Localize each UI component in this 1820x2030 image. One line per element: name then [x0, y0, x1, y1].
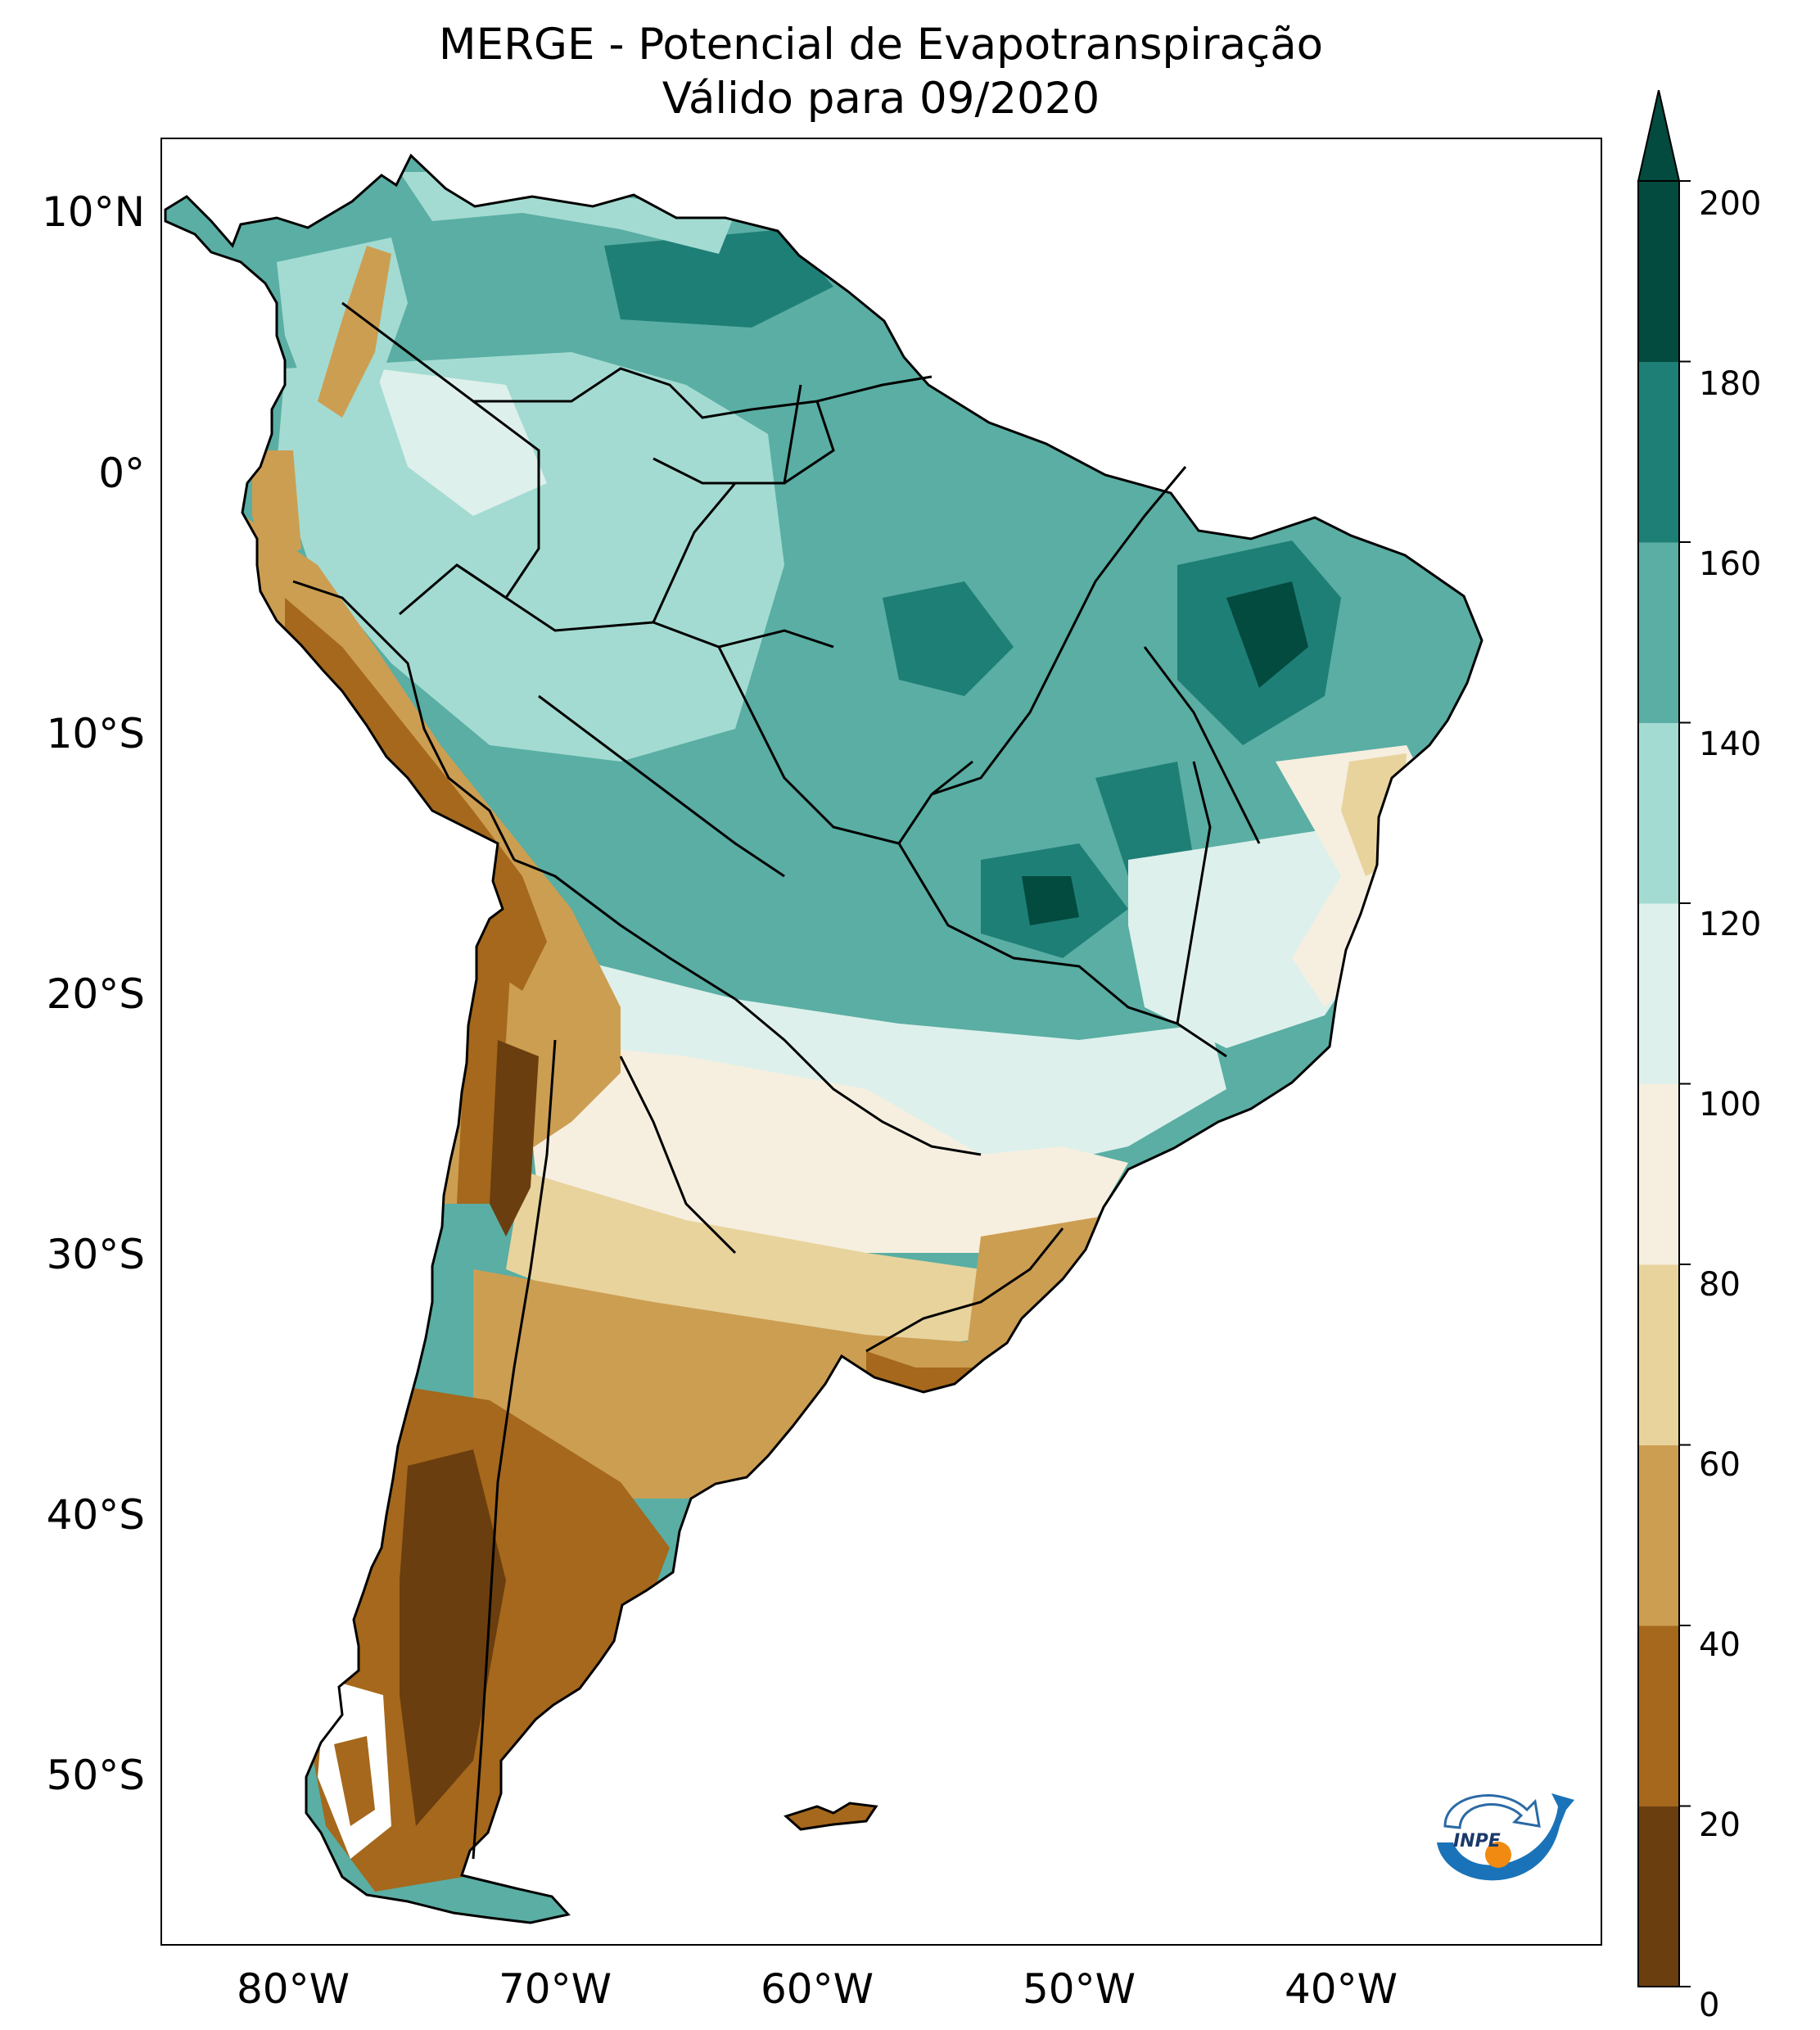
colorbar-label-20: 20 [1699, 1806, 1741, 1844]
lat-label-40s: 40°S [46, 1491, 145, 1539]
map-title: MERGE - Potencial de Evapotranspiração [438, 20, 1324, 70]
lat-label-50s: 50°S [46, 1752, 145, 1799]
colorbar-label-60: 60 [1699, 1446, 1741, 1484]
lon-label-40w: 40°W [1284, 1965, 1398, 2013]
colorbar-segment [1638, 1625, 1679, 1806]
lon-label-60w: 60°W [760, 1965, 874, 2013]
country-borders [292, 301, 1261, 1860]
colorbar [1637, 90, 1691, 1987]
colorbar-label-180: 180 [1699, 365, 1762, 403]
evapotranspiration-field [165, 156, 1482, 1923]
lat-label-10s: 10°S [46, 710, 145, 757]
colorbar-segment [1638, 1083, 1679, 1265]
colorbar-segment [1638, 1806, 1679, 1987]
colorbar-label-120: 120 [1699, 906, 1762, 943]
colorbar-segment [1638, 1264, 1679, 1445]
lon-label-70w: 70°W [498, 1965, 612, 2013]
logo-text: INPE [1453, 1831, 1501, 1851]
colorbar-segment [1638, 903, 1679, 1084]
colorbar-label-0: 0 [1699, 1987, 1720, 2024]
map-subtitle: Válido para 09/2020 [662, 74, 1100, 124]
colorbar-segment [1638, 542, 1679, 723]
colorbar-label-140: 140 [1699, 726, 1762, 763]
colorbar-segment [1638, 181, 1679, 362]
lon-label-50w: 50°W [1022, 1965, 1136, 2013]
colorbar-label-100: 100 [1699, 1086, 1762, 1124]
falkland-islands [784, 1802, 878, 1831]
colorbar-segments [1638, 181, 1679, 1987]
lon-label-80w: 80°W [236, 1965, 350, 2013]
colorbar-label-160: 160 [1699, 545, 1762, 583]
colorbar-label-40: 40 [1699, 1626, 1741, 1664]
colorbar-segment [1638, 1445, 1679, 1626]
inpe-logo-icon: INPE [1437, 1793, 1574, 1881]
lat-label-30s: 30°S [46, 1231, 145, 1278]
lat-label-0: 0° [98, 450, 145, 497]
colorbar-label-80: 80 [1699, 1266, 1741, 1304]
colorbar-extend-arrow [1637, 90, 1681, 182]
map-panel [160, 138, 1602, 1946]
colorbar-segment [1638, 361, 1679, 543]
lat-label-20s: 20°S [46, 970, 145, 1018]
lat-label-10n: 10°N [41, 188, 145, 236]
colorbar-ticks [1679, 180, 1691, 1987]
colorbar-label-200: 200 [1699, 185, 1762, 223]
south-america-map [164, 154, 1484, 1924]
colorbar-segment [1638, 722, 1679, 904]
